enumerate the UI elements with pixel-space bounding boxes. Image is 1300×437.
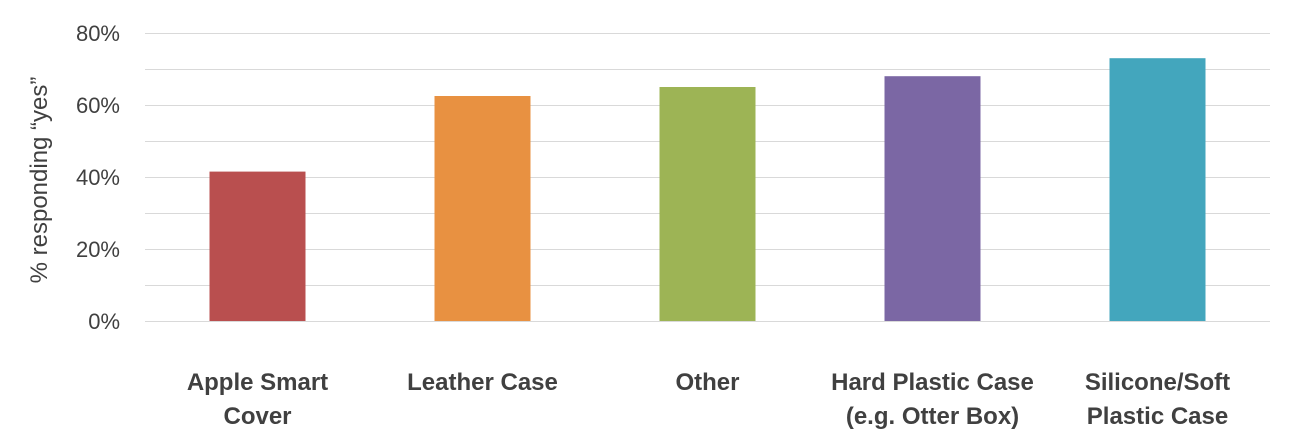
bar (659, 87, 756, 321)
y-tick-label: 0% (88, 309, 120, 334)
x-category-label: Apple Smart Cover (187, 369, 328, 430)
bar (209, 171, 306, 321)
y-axis-ticks: 0% 20% 40% 60% 80% (76, 21, 120, 334)
y-tick-label: 80% (76, 21, 120, 46)
x-category-label: Leather Case (407, 369, 558, 396)
x-category-label: Silicone/Soft Plastic Case (1085, 369, 1230, 430)
x-axis-categories: Apple Smart Cover Leather Case Other Hard Pl… (187, 369, 1230, 430)
y-tick-label: 60% (76, 93, 120, 118)
bar (1109, 58, 1206, 321)
y-tick-label: 40% (76, 165, 120, 190)
x-category-label: Other (675, 369, 739, 396)
bar (884, 76, 981, 321)
bars (209, 58, 1206, 321)
bar (434, 96, 531, 321)
x-category-label: Hard Plastic Case (e.g. Otter Box) (831, 369, 1034, 430)
y-tick-label: 20% (76, 237, 120, 262)
y-axis-label: % responding “yes” (26, 77, 53, 284)
